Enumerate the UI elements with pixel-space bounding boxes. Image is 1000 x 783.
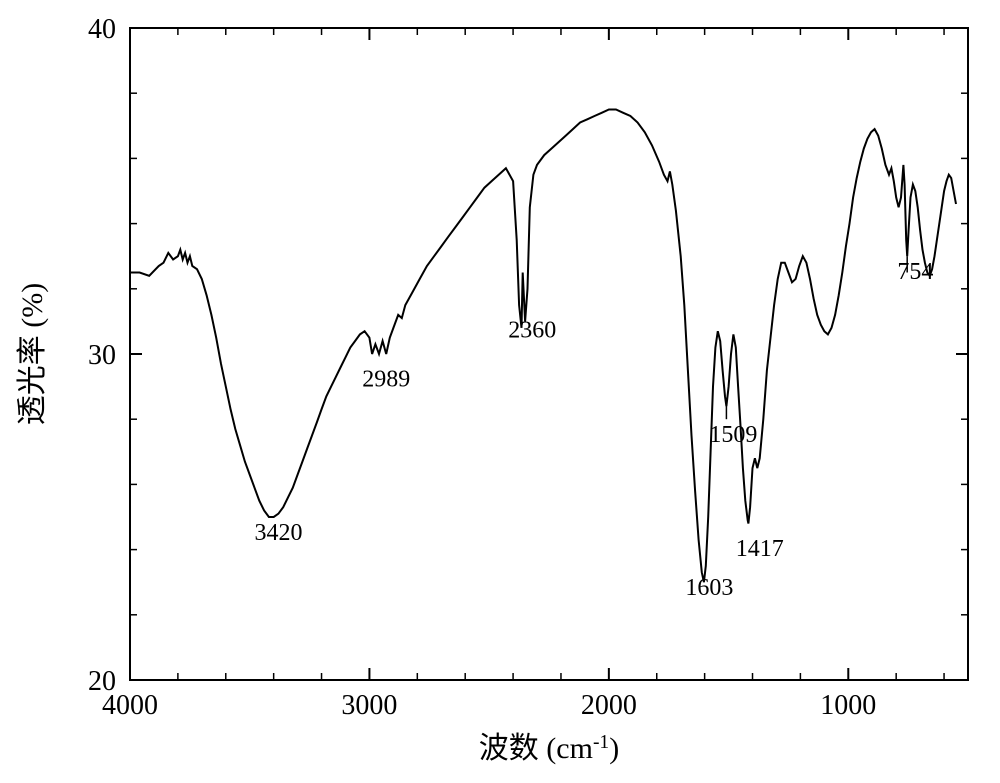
ir-spectrum-chart: 4000300020001000203040342029892360150916… <box>0 0 1000 783</box>
y-axis-title: 透光率 (%) <box>16 283 49 425</box>
peak-label: 1603 <box>685 575 733 601</box>
y-tick-label: 30 <box>88 340 116 371</box>
x-axis-title: 波数 (cm-1) <box>479 732 619 765</box>
x-tick-label: 2000 <box>581 690 637 721</box>
y-tick-label: 40 <box>88 14 116 45</box>
peak-label: 2989 <box>362 367 410 393</box>
chart-svg: 4000300020001000203040342029892360150916… <box>0 0 1000 783</box>
x-tick-label: 1000 <box>820 690 876 721</box>
peak-label: 3420 <box>254 520 302 546</box>
peak-label: 754 <box>897 259 933 285</box>
spectrum-line <box>130 110 956 583</box>
peak-label: 1417 <box>736 536 784 562</box>
peak-label: 1509 <box>709 422 757 448</box>
peak-label: 2360 <box>508 318 556 344</box>
y-tick-label: 20 <box>88 666 116 697</box>
x-tick-label: 3000 <box>341 690 397 721</box>
